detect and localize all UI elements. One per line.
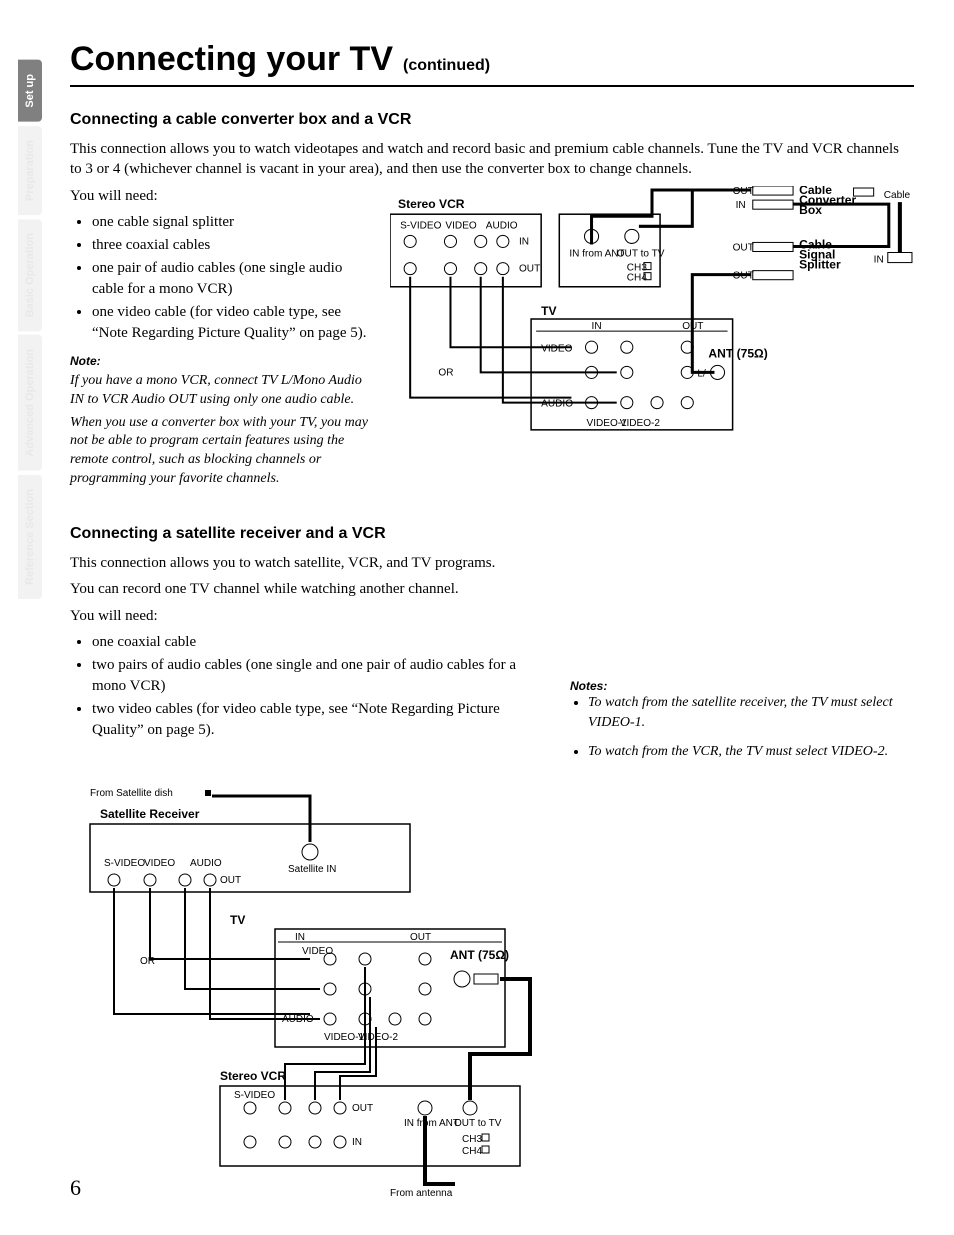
- section1-needs-list: one cable signal splitter three coaxial …: [70, 212, 370, 344]
- svg-text:OUT: OUT: [220, 875, 241, 886]
- section1-note-body2: When you use a converter box with your T…: [70, 414, 370, 490]
- manual-page: Set up Preparation Basic Operation Advan…: [0, 0, 954, 1235]
- label-out4: OUT: [733, 270, 754, 281]
- svg-text:Splitter: Splitter: [799, 257, 841, 271]
- label-in3: IN: [874, 254, 884, 265]
- svg-text:VIDEO: VIDEO: [144, 858, 175, 869]
- page-number: 6: [70, 1175, 81, 1201]
- label-or2: OR: [140, 956, 155, 967]
- label-video: VIDEO: [445, 220, 476, 231]
- label-audio: AUDIO: [486, 220, 518, 231]
- svg-text:CH4: CH4: [462, 1146, 482, 1157]
- list-item: two pairs of audio cables (one single an…: [92, 655, 540, 697]
- side-tab-basic-operation: Basic Operation: [18, 219, 42, 331]
- section1-need-label: You will need:: [70, 186, 370, 206]
- list-item: two video cables (for video cable type, …: [92, 699, 540, 741]
- label-or: OR: [438, 367, 453, 378]
- list-item: one video cable (for video cable type, s…: [92, 302, 370, 344]
- svg-text:IN: IN: [295, 932, 305, 943]
- svg-text:AUDIO: AUDIO: [190, 858, 222, 869]
- section-satellite-vcr: Connecting a satellite receiver and a VC…: [70, 525, 914, 1219]
- section1-left-column: You will need: one cable signal splitter…: [70, 186, 370, 490]
- svg-text:CH3: CH3: [462, 1134, 482, 1145]
- label-in: IN: [519, 236, 529, 247]
- page-title: Connecting your TV: [70, 40, 393, 78]
- label-sat-in: Satellite IN: [288, 864, 336, 875]
- svg-text:OUT to TV: OUT to TV: [454, 1118, 502, 1129]
- label-from-antenna: From antenna: [390, 1188, 453, 1199]
- side-tab-preparation: Preparation: [18, 126, 42, 215]
- page-title-row: Connecting your TV (continued): [70, 40, 914, 87]
- label-sat-receiver: Satellite Receiver: [100, 807, 200, 821]
- section2-heading: Connecting a satellite receiver and a VC…: [70, 525, 914, 543]
- label-out-to-tv: OUT to TV: [617, 248, 665, 259]
- section2-left-column: This connection allows you to watch sate…: [70, 553, 540, 770]
- page-title-continued: (continued): [403, 57, 490, 74]
- svg-text:ANT (75Ω): ANT (75Ω): [450, 948, 509, 962]
- label-out3: OUT: [733, 242, 754, 253]
- diagram-satellite-vcr: From Satellite dish Satellite Receiver S…: [70, 784, 560, 1219]
- section1-diagram-column: Stereo VCR S-VIDEO VIDEO AUDIO IN OUT IN…: [390, 186, 914, 490]
- side-tab-advanced-operation: Advanced Operation: [18, 335, 42, 471]
- section2-notes-label: Notes:: [570, 679, 914, 693]
- list-item: one coaxial cable: [92, 632, 540, 653]
- diagram2-svg: From Satellite dish Satellite Receiver S…: [70, 784, 560, 1214]
- svg-text:VIDEO: VIDEO: [302, 946, 333, 957]
- section-cable-converter-vcr: Connecting a cable converter box and a V…: [70, 111, 914, 489]
- side-tab-setup: Set up: [18, 60, 42, 122]
- section2-intro1: This connection allows you to watch sate…: [70, 553, 540, 573]
- label-tv2: TV: [230, 913, 245, 927]
- svg-text:Cable: Cable: [884, 190, 911, 201]
- svg-text:S-VIDEO: S-VIDEO: [234, 1090, 275, 1101]
- label-stereo-vcr: Stereo VCR: [398, 197, 465, 211]
- side-tab-column: Set up Preparation Basic Operation Advan…: [18, 60, 52, 603]
- list-item: To watch from the VCR, the TV must selec…: [588, 742, 914, 762]
- svg-text:IN: IN: [352, 1137, 362, 1148]
- svg-text:VIDEO-2: VIDEO-2: [620, 417, 661, 428]
- svg-text:IN from ANT: IN from ANT: [404, 1118, 459, 1129]
- label-in4: IN: [592, 321, 602, 332]
- svg-text:OUT: OUT: [352, 1103, 373, 1114]
- label-from-sat-dish: From Satellite dish: [90, 788, 173, 799]
- svg-text:AUDIO: AUDIO: [541, 398, 573, 409]
- section2-need-label: You will need:: [70, 606, 540, 626]
- svg-text:OUT: OUT: [410, 932, 431, 943]
- section1-note-label: Note:: [70, 354, 370, 368]
- section2-notes-list: To watch from the satellite receiver, th…: [570, 693, 914, 762]
- label-in2: IN: [736, 200, 746, 211]
- label-from-cable: From: [884, 186, 907, 189]
- label-tv: TV: [541, 303, 556, 317]
- diagram-cable-converter-vcr: Stereo VCR S-VIDEO VIDEO AUDIO IN OUT IN…: [390, 186, 914, 463]
- list-item: To watch from the satellite receiver, th…: [588, 693, 914, 734]
- label-out: OUT: [519, 263, 540, 274]
- svg-text:S-VIDEO: S-VIDEO: [104, 858, 145, 869]
- label-stereo-vcr2: Stereo VCR: [220, 1069, 286, 1083]
- list-item: one pair of audio cables (one single aud…: [92, 258, 370, 300]
- list-item: three coaxial cables: [92, 235, 370, 256]
- section1-heading: Connecting a cable converter box and a V…: [70, 111, 914, 129]
- section2-intro2: You can record one TV channel while watc…: [70, 579, 540, 599]
- section2-needs-list: one coaxial cable two pairs of audio cab…: [70, 632, 540, 741]
- label-svideo: S-VIDEO: [400, 220, 442, 231]
- label-out2: OUT: [733, 186, 754, 197]
- svg-text:VIDEO: VIDEO: [541, 343, 572, 354]
- list-item: one cable signal splitter: [92, 212, 370, 233]
- section1-note-body1: If you have a mono VCR, connect TV L/Mon…: [70, 372, 370, 410]
- label-out5: OUT: [682, 321, 703, 332]
- section1-intro: This connection allows you to watch vide…: [70, 139, 914, 180]
- side-tab-reference-section: Reference Section: [18, 475, 42, 599]
- svg-text:L/: L/: [697, 368, 706, 379]
- label-ant: ANT (75Ω): [708, 346, 767, 360]
- diagram-svg: Stereo VCR S-VIDEO VIDEO AUDIO IN OUT IN…: [390, 186, 914, 458]
- section2-notes-column: Notes: To watch from the satellite recei…: [570, 553, 914, 770]
